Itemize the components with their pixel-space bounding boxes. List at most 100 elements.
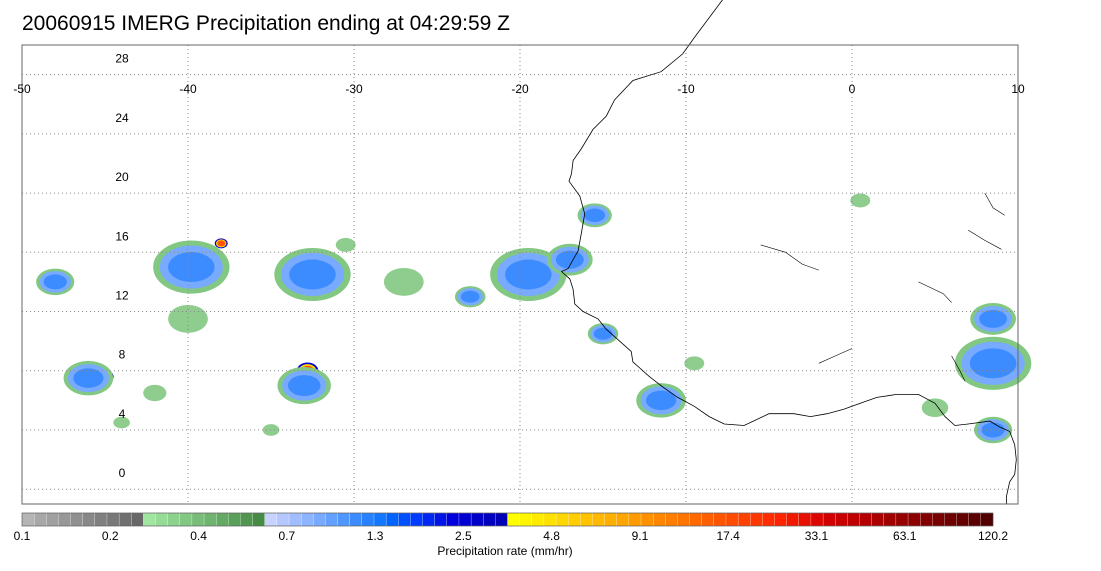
colorbar-swatch xyxy=(21,512,35,527)
colorbar-swatch xyxy=(33,512,47,527)
colorbar xyxy=(21,512,994,527)
precip-cell xyxy=(587,323,619,345)
latitude-labels: 0 4 8 12 16 20 24 28 xyxy=(115,52,129,481)
colorbar-swatch xyxy=(203,512,217,527)
colorbar-swatch xyxy=(58,512,71,527)
latitude-tick-label: 12 xyxy=(115,289,129,303)
precip-cell xyxy=(153,240,230,294)
precip-cell xyxy=(454,286,486,308)
colorbar-swatch xyxy=(568,512,581,527)
colorbar-tick-label: 9.1 xyxy=(632,529,649,543)
colorbar-swatch xyxy=(507,512,520,527)
colorbar-swatch xyxy=(980,512,994,527)
colorbar-tick-label: 0.1 xyxy=(14,529,31,543)
colorbar-swatch xyxy=(956,512,970,527)
inland-water-outline xyxy=(951,355,966,382)
colorbar-swatch xyxy=(143,512,156,527)
latitude-tick-label: 0 xyxy=(119,466,126,480)
colorbar-swatch xyxy=(495,512,508,527)
colorbar-swatch xyxy=(822,512,836,527)
precip-cell xyxy=(383,267,424,296)
colorbar-swatch xyxy=(216,512,229,527)
colorbar-swatch xyxy=(82,512,96,527)
colorbar-swatch xyxy=(750,512,763,527)
inland-water-outline xyxy=(918,281,952,303)
map-title: 20060915 IMERG Precipitation ending at 0… xyxy=(22,12,510,35)
precip-cell xyxy=(974,416,1013,444)
colorbar-swatch xyxy=(604,512,618,527)
colorbar-tick-label: 4.8 xyxy=(543,529,560,543)
colorbar-swatch xyxy=(519,512,533,527)
precip-cell xyxy=(850,193,871,208)
colorbar-swatch xyxy=(555,512,569,527)
colorbar-swatch xyxy=(531,512,545,527)
colorbar-swatch xyxy=(252,512,266,527)
longitude-tick-label: -40 xyxy=(179,82,197,96)
precip-cell xyxy=(636,383,686,418)
longitude-tick-label: 10 xyxy=(1011,82,1025,96)
colorbar-frame xyxy=(21,512,994,527)
colorbar-swatch xyxy=(155,512,168,527)
colorbar-swatch xyxy=(786,512,800,527)
inland-water-outline xyxy=(760,244,819,271)
colorbar-swatch xyxy=(106,512,120,527)
precip-cell xyxy=(335,237,356,252)
colorbar-swatch xyxy=(701,512,715,527)
latitude-tick-label: 8 xyxy=(119,348,126,362)
coastline xyxy=(560,0,1017,504)
colorbar-tick-label: 0.7 xyxy=(278,529,295,543)
colorbar-swatch xyxy=(640,512,654,527)
precip-cell xyxy=(921,398,949,418)
colorbar-swatch xyxy=(288,512,302,527)
colorbar-swatch xyxy=(895,512,909,527)
colorbar-swatch xyxy=(628,512,642,527)
precip-cell xyxy=(546,243,593,276)
colorbar-swatch xyxy=(907,512,921,527)
colorbar-swatch xyxy=(677,512,690,527)
colorbar-swatch xyxy=(580,512,593,527)
colorbar-swatch xyxy=(313,512,326,527)
precip-cell xyxy=(577,203,612,228)
colorbar-swatch xyxy=(276,512,290,527)
latitude-tick-label: 20 xyxy=(115,170,129,184)
latitude-tick-label: 28 xyxy=(115,52,129,66)
colorbar-swatch xyxy=(737,512,751,527)
colorbar-swatch xyxy=(689,512,703,527)
colorbar-swatch xyxy=(616,512,630,527)
longitude-tick-label: -10 xyxy=(677,82,695,96)
precip-cell xyxy=(143,384,167,402)
precip-cell xyxy=(214,238,228,249)
map-frame xyxy=(21,44,1019,505)
longitude-labels: -50 -40 -30 -20 -10 0 10 xyxy=(13,82,1025,96)
colorbar-swatch xyxy=(920,512,933,527)
colorbar-swatch xyxy=(483,512,496,527)
colorbar-swatch xyxy=(871,512,885,527)
longitude-tick-label: -30 xyxy=(345,82,363,96)
precip-cell xyxy=(113,416,130,429)
precip-cell xyxy=(36,268,75,296)
inland-water-outline xyxy=(818,348,853,364)
colorbar-swatch xyxy=(410,512,423,527)
colorbar-swatch xyxy=(458,512,472,527)
colorbar-swatch xyxy=(264,512,278,527)
longitude-tick-label: 0 xyxy=(849,82,856,96)
colorbar-swatch xyxy=(762,512,775,527)
precip-cell xyxy=(684,356,705,371)
colorbar-swatch xyxy=(94,512,108,527)
colorbar-title: Precipitation rate (mm/hr) xyxy=(437,544,573,558)
colorbar-swatch xyxy=(325,512,338,527)
colorbar-swatch xyxy=(118,512,132,527)
colorbar-swatch xyxy=(301,512,314,527)
colorbar-swatch xyxy=(349,512,363,527)
precip-cell xyxy=(277,366,331,405)
colorbar-swatch xyxy=(847,512,860,527)
latitude-tick-label: 16 xyxy=(115,229,129,243)
colorbar-tick-label: 2.5 xyxy=(455,529,472,543)
inland-water-outline xyxy=(968,229,1002,250)
colorbar-swatch xyxy=(131,512,144,527)
longitude-tick-label: -20 xyxy=(511,82,529,96)
colorbar-tick-label: 33.1 xyxy=(805,529,829,543)
colorbar-tick-label: 17.4 xyxy=(717,529,741,543)
colorbar-swatch xyxy=(240,512,253,527)
